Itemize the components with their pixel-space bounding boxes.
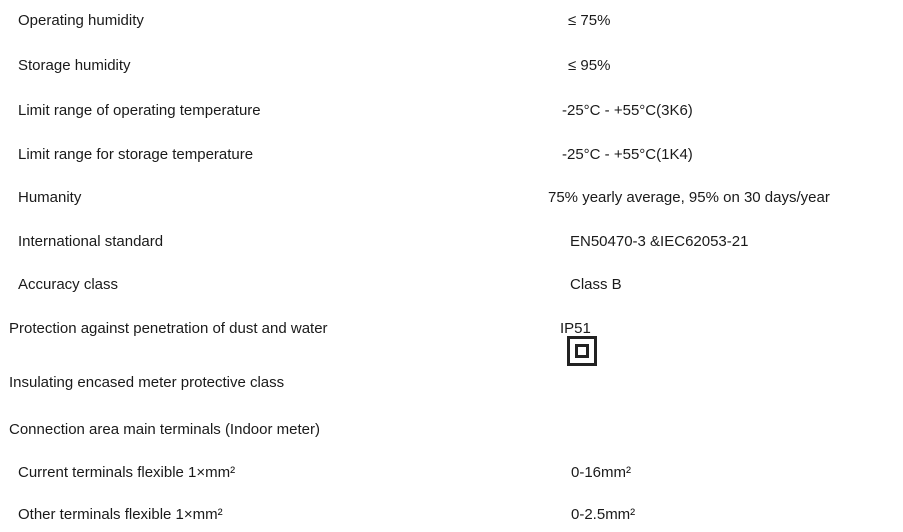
spec-label: Limit range of operating temperature (18, 102, 261, 119)
spec-label: Limit range for storage temperature (18, 146, 254, 163)
spec-label: Operating humidity (18, 12, 144, 29)
spec-label: Humanity (18, 189, 82, 206)
spec-label: Insulating encased meter protective clas… (9, 374, 285, 391)
spec-value: -25°C - +55°C(1K4) (562, 146, 693, 163)
double-insulation-icon (567, 336, 597, 366)
spec-label: International standard (18, 233, 164, 250)
spec-label: Other terminals flexible 1×mm² (18, 506, 223, 523)
spec-label: Accuracy class (18, 276, 119, 293)
icon-inner-square (575, 344, 589, 358)
spec-value: 0-2.5mm² (571, 506, 636, 523)
spec-value: ≤ 95% (568, 57, 611, 74)
spec-label: Connection area main terminals (Indoor m… (9, 421, 320, 438)
spec-value: -25°C - +55°C(3K6) (562, 102, 693, 119)
spec-value: IP51 (560, 320, 591, 337)
spec-label: Current terminals flexible 1×mm² (18, 464, 236, 481)
spec-label: Storage humidity (18, 57, 131, 74)
spec-value: 0-16mm² (571, 464, 632, 481)
spec-value: Class B (570, 276, 622, 293)
spec-value: 75% yearly average, 95% on 30 days/year (548, 189, 830, 206)
spec-label: Protection against penetration of dust a… (9, 320, 328, 337)
spec-value: ≤ 75% (568, 12, 611, 29)
spec-value: EN50470-3 &IEC62053-21 (570, 233, 749, 250)
